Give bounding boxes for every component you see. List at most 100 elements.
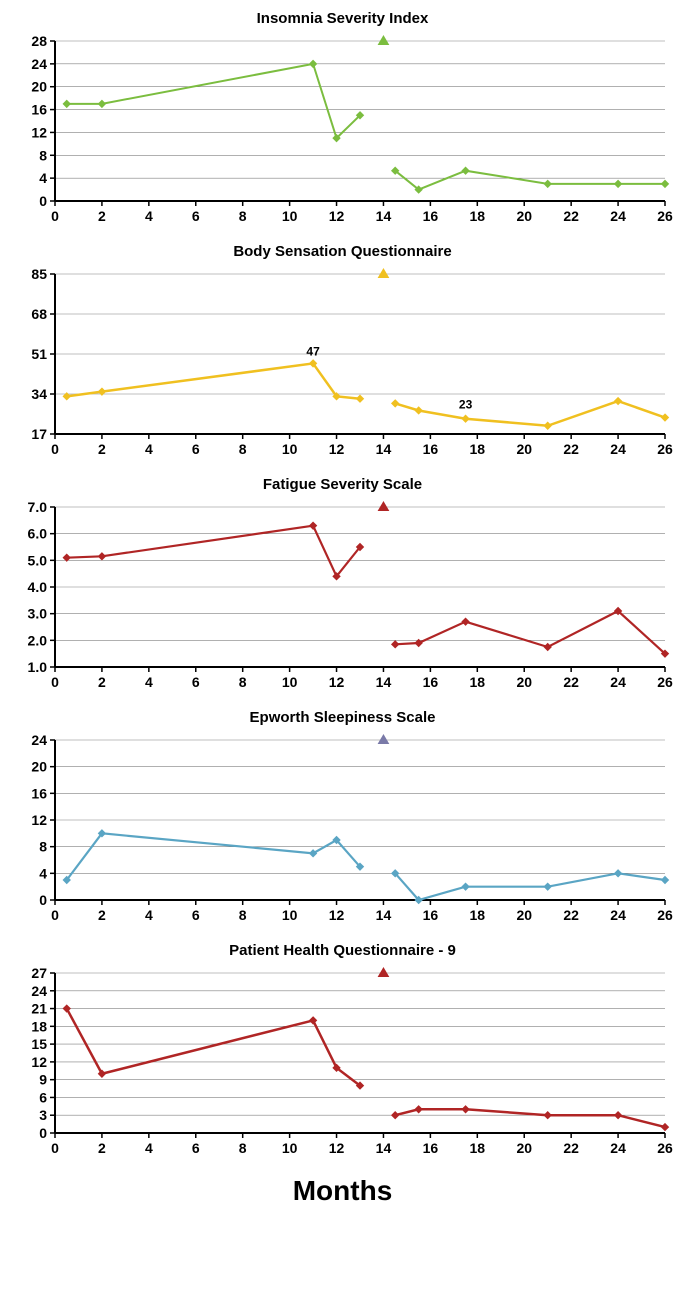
- svg-text:26: 26: [657, 907, 673, 923]
- x-axis-label: Months: [10, 1175, 675, 1207]
- data-marker: [310, 522, 317, 529]
- svg-text:4: 4: [145, 208, 153, 224]
- chart-epworth-sleepiness-scale: Epworth Sleepiness Scale0246810121416182…: [10, 709, 675, 930]
- data-marker: [415, 407, 422, 414]
- svg-text:14: 14: [376, 441, 392, 457]
- svg-text:4.0: 4.0: [28, 579, 48, 595]
- svg-text:12: 12: [31, 812, 47, 828]
- data-marker: [615, 180, 622, 187]
- data-line: [395, 1109, 665, 1127]
- svg-text:16: 16: [423, 674, 439, 690]
- svg-text:0: 0: [51, 907, 59, 923]
- triangle-marker: [378, 36, 388, 45]
- svg-text:24: 24: [610, 208, 626, 224]
- svg-text:6: 6: [192, 441, 200, 457]
- svg-text:5.0: 5.0: [28, 552, 48, 568]
- svg-text:24: 24: [31, 56, 47, 72]
- svg-text:68: 68: [31, 306, 47, 322]
- svg-text:20: 20: [31, 79, 47, 95]
- charts-panel: Insomnia Severity Index02468101214161820…: [10, 10, 675, 1207]
- data-marker: [544, 1112, 551, 1119]
- data-marker: [462, 1106, 469, 1113]
- svg-text:16: 16: [31, 785, 47, 801]
- svg-text:0: 0: [51, 674, 59, 690]
- data-label: 23: [459, 398, 473, 412]
- svg-text:16: 16: [423, 441, 439, 457]
- data-marker: [662, 1124, 669, 1131]
- svg-text:8: 8: [239, 1140, 247, 1156]
- svg-text:3.0: 3.0: [28, 606, 48, 622]
- svg-text:18: 18: [470, 674, 486, 690]
- svg-text:14: 14: [376, 907, 392, 923]
- svg-text:18: 18: [470, 441, 486, 457]
- chart-insomnia-severity-index: Insomnia Severity Index02468101214161820…: [10, 10, 675, 231]
- svg-text:6: 6: [192, 1140, 200, 1156]
- data-line: [67, 64, 360, 138]
- svg-text:15: 15: [31, 1036, 47, 1052]
- chart-title: Body Sensation Questionnaire: [10, 243, 675, 260]
- svg-text:20: 20: [516, 1140, 532, 1156]
- svg-text:8: 8: [239, 441, 247, 457]
- data-marker: [392, 641, 399, 648]
- triangle-marker: [378, 735, 388, 744]
- svg-text:1.0: 1.0: [28, 659, 48, 675]
- chart-title: Patient Health Questionnaire - 9: [10, 942, 675, 959]
- data-marker: [662, 877, 669, 884]
- data-marker: [415, 1106, 422, 1113]
- svg-text:6: 6: [39, 1089, 47, 1105]
- svg-text:8: 8: [239, 674, 247, 690]
- data-marker: [662, 180, 669, 187]
- svg-text:2: 2: [98, 674, 106, 690]
- svg-text:26: 26: [657, 674, 673, 690]
- svg-text:17: 17: [31, 426, 47, 442]
- data-marker: [462, 167, 469, 174]
- svg-text:4: 4: [145, 1140, 153, 1156]
- svg-text:10: 10: [282, 441, 298, 457]
- triangle-marker: [378, 269, 388, 278]
- chart-fatigue-severity-scale: Fatigue Severity Scale024681012141618202…: [10, 476, 675, 697]
- svg-text:22: 22: [563, 907, 579, 923]
- svg-text:12: 12: [329, 907, 345, 923]
- svg-text:2.0: 2.0: [28, 632, 48, 648]
- svg-text:2: 2: [98, 907, 106, 923]
- svg-text:12: 12: [329, 1140, 345, 1156]
- svg-text:6: 6: [192, 907, 200, 923]
- svg-text:85: 85: [31, 266, 47, 282]
- svg-text:20: 20: [516, 441, 532, 457]
- data-marker: [63, 100, 70, 107]
- svg-text:18: 18: [470, 907, 486, 923]
- svg-text:4: 4: [39, 865, 47, 881]
- data-line: [67, 363, 360, 398]
- svg-text:6: 6: [192, 208, 200, 224]
- data-marker: [310, 60, 317, 67]
- svg-text:24: 24: [31, 732, 47, 748]
- data-marker: [615, 398, 622, 405]
- svg-text:10: 10: [282, 907, 298, 923]
- chart-svg: 0246810121416182022242617345168854723: [10, 264, 675, 464]
- svg-text:8: 8: [239, 907, 247, 923]
- svg-text:14: 14: [376, 208, 392, 224]
- svg-text:24: 24: [610, 907, 626, 923]
- svg-text:0: 0: [51, 1140, 59, 1156]
- svg-text:12: 12: [329, 674, 345, 690]
- data-marker: [392, 400, 399, 407]
- svg-text:22: 22: [563, 674, 579, 690]
- data-marker: [544, 180, 551, 187]
- svg-text:16: 16: [423, 907, 439, 923]
- triangle-marker: [378, 502, 388, 511]
- svg-text:26: 26: [657, 1140, 673, 1156]
- svg-text:28: 28: [31, 33, 47, 49]
- triangle-marker: [378, 968, 388, 977]
- svg-text:9: 9: [39, 1072, 47, 1088]
- chart-title: Epworth Sleepiness Scale: [10, 709, 675, 726]
- svg-text:24: 24: [610, 441, 626, 457]
- svg-text:24: 24: [610, 674, 626, 690]
- svg-text:26: 26: [657, 441, 673, 457]
- svg-text:4: 4: [145, 674, 153, 690]
- svg-text:8: 8: [239, 208, 247, 224]
- chart-title: Insomnia Severity Index: [10, 10, 675, 27]
- svg-text:0: 0: [51, 208, 59, 224]
- svg-text:16: 16: [423, 1140, 439, 1156]
- svg-text:4: 4: [145, 441, 153, 457]
- svg-text:22: 22: [563, 208, 579, 224]
